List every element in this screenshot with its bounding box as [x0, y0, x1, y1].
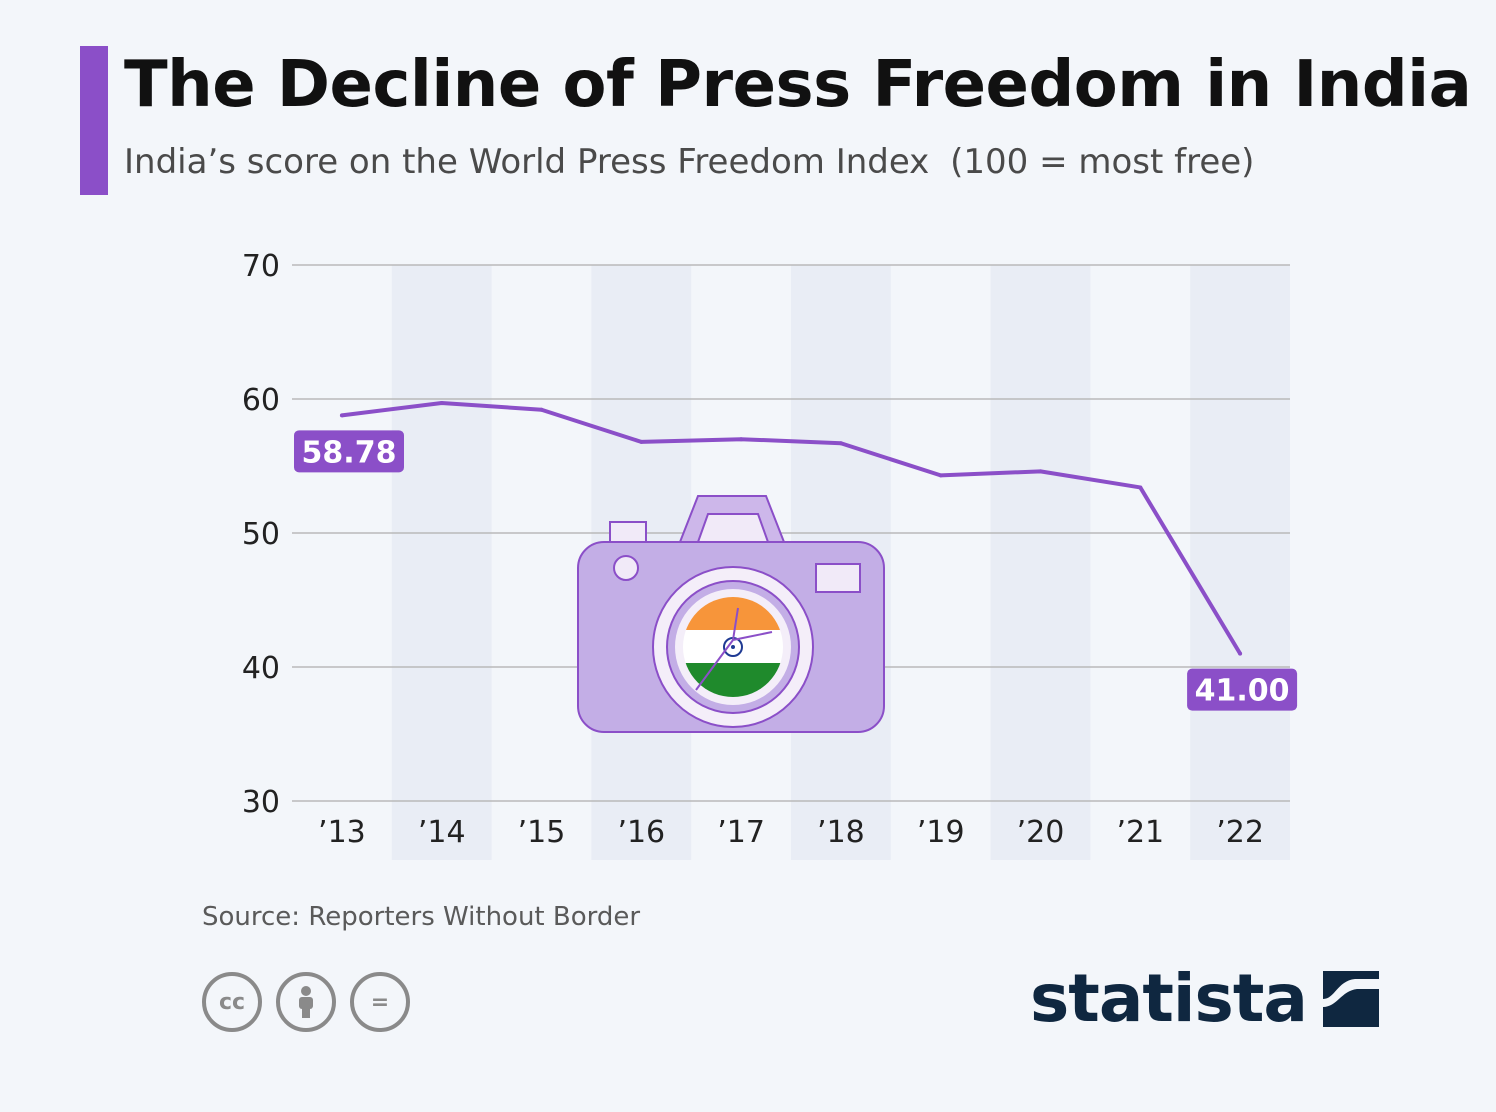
data-points	[339, 401, 1243, 656]
y-tick-label: 60	[242, 383, 280, 418]
nd-icon[interactable]: =	[350, 972, 410, 1032]
x-tick-label: ’14	[418, 815, 466, 850]
x-tick-label: ’17	[717, 815, 765, 850]
source-note: Source: Reporters Without Border	[202, 902, 641, 932]
data-label-9: 41.00	[1187, 668, 1298, 711]
data-point	[1038, 469, 1043, 474]
statista-logo[interactable]: statista	[1030, 960, 1379, 1037]
band-7	[990, 265, 1091, 860]
data-label-box	[1187, 668, 1298, 711]
x-tick-label: ’18	[817, 815, 865, 850]
data-point	[339, 413, 344, 418]
y-tick-label: 50	[242, 517, 280, 552]
band-1	[391, 265, 492, 860]
data-point	[439, 401, 444, 406]
page-title: The Decline of Press Freedom in India	[124, 48, 1472, 122]
subtitle-note: (100 = most free)	[950, 142, 1255, 182]
data-label-box	[294, 430, 404, 473]
x-tick-label: ’15	[518, 815, 566, 850]
data-point	[539, 407, 544, 412]
x-axis-ticks: ’13 ’14 ’15 ’16 ’17 ’18 ’19 ’20 ’21 ’22	[318, 815, 1264, 850]
camera-with-india-flag-icon	[577, 495, 885, 733]
data-label-text: 58.78	[302, 435, 397, 470]
x-tick-label: ’20	[1017, 815, 1065, 850]
y-tick-label: 30	[242, 785, 280, 820]
x-tick-label: ’22	[1216, 815, 1264, 850]
data-label-0: 58.78	[294, 430, 404, 473]
statista-logo-icon	[1322, 970, 1379, 1027]
data-point	[739, 437, 744, 442]
data-labels: 58.78 41.00	[294, 430, 1298, 711]
x-tick-label: ’21	[1116, 815, 1164, 850]
by-icon[interactable]	[276, 972, 336, 1032]
brand-name: statista	[1030, 960, 1308, 1037]
x-tick-label: ’19	[917, 815, 965, 850]
data-point	[938, 473, 943, 478]
series-line	[341, 401, 1242, 655]
x-tick-label: ’16	[617, 815, 665, 850]
data-point	[838, 441, 843, 446]
y-axis-ticks: 30 40 50 60 70	[242, 249, 280, 820]
y-tick-label: 70	[242, 249, 280, 284]
data-point	[1238, 651, 1243, 656]
page-subtitle: India’s score on the World Press Freedom…	[124, 142, 1254, 182]
data-label-text: 41.00	[1195, 674, 1290, 709]
subtitle-text: India’s score on the World Press Freedom…	[124, 142, 930, 182]
title-accent-bar	[80, 46, 108, 195]
y-tick-label: 40	[242, 651, 280, 686]
data-point	[1138, 485, 1143, 490]
data-point	[639, 439, 644, 444]
band-9	[1190, 265, 1290, 860]
x-tick-label: ’13	[318, 815, 366, 850]
cc-icon[interactable]: cc	[202, 972, 262, 1032]
license-icons: cc =	[202, 972, 410, 1032]
